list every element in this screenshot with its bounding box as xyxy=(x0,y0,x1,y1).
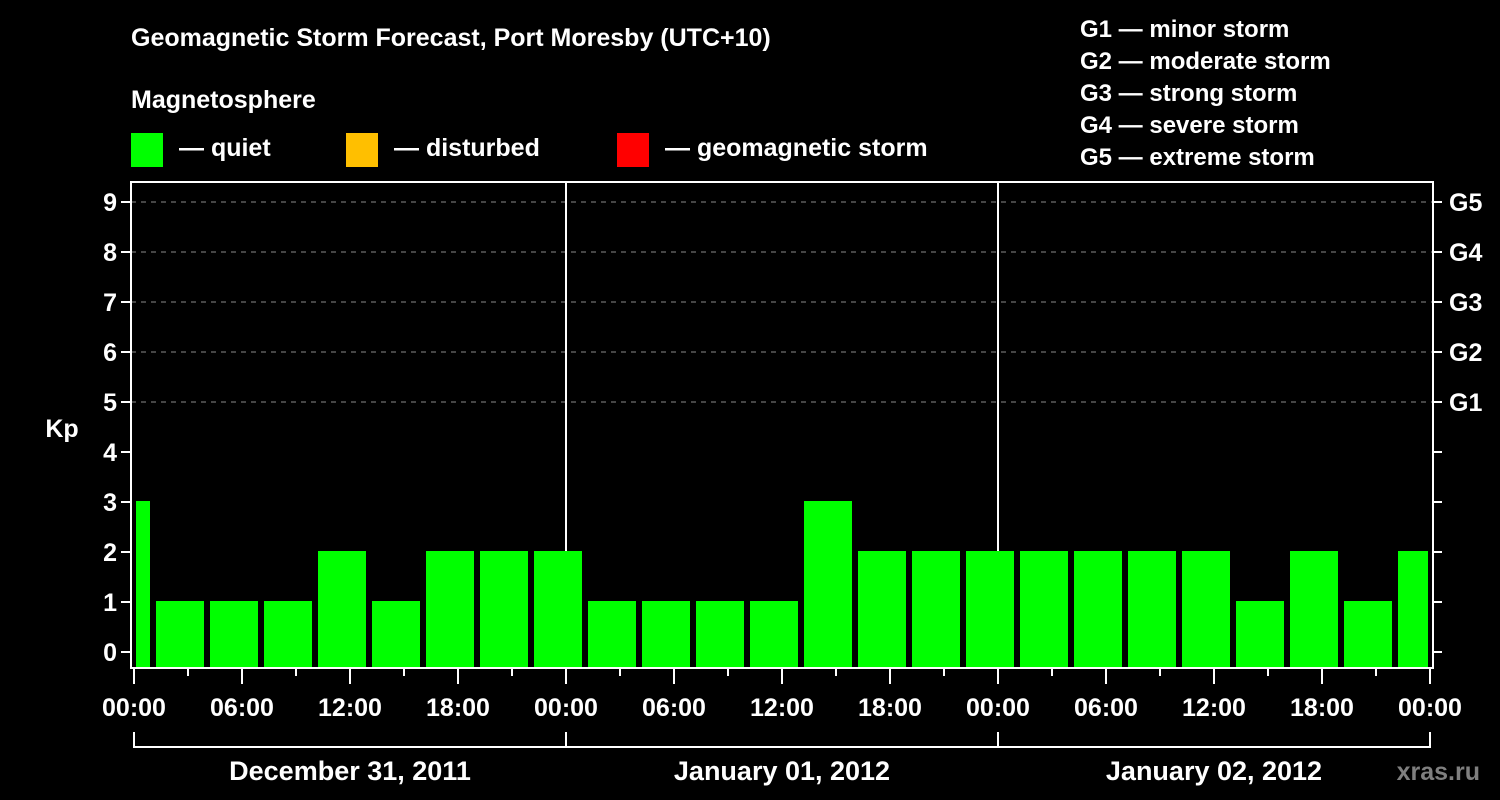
kp-bar xyxy=(372,601,420,667)
y-axis: 0 1 2 3 4 5 6 7 8 9 xyxy=(103,189,131,667)
legend-label-disturbed: — disturbed xyxy=(394,133,540,162)
kp-bar xyxy=(264,601,312,667)
x-tick-label: 00:00 xyxy=(534,694,598,722)
kp-bar xyxy=(1020,551,1068,667)
y-tick-label: 6 xyxy=(103,339,117,367)
g-scale-axis: G1 G2 G3 G4 G5 xyxy=(1433,189,1482,653)
kp-bar xyxy=(1074,551,1122,667)
kp-bar xyxy=(1182,551,1230,667)
kp-bar xyxy=(1290,551,1338,667)
quiet-swatch-icon xyxy=(131,133,163,167)
y-tick-label: 0 xyxy=(103,639,117,667)
y-tick-label: 7 xyxy=(103,289,117,317)
kp-bar xyxy=(480,551,528,667)
x-tick-label: 12:00 xyxy=(750,694,814,722)
chart-title: Geomagnetic Storm Forecast, Port Moresby… xyxy=(131,24,771,52)
kp-bar xyxy=(210,601,258,667)
kp-bar xyxy=(696,601,744,667)
g-scale-label: G4 xyxy=(1449,239,1482,267)
x-tick-label: 18:00 xyxy=(858,694,922,722)
kp-bar xyxy=(1236,601,1284,667)
y-tick-label: 8 xyxy=(103,239,117,267)
kp-bar xyxy=(750,601,798,667)
kp-bars xyxy=(136,501,1428,667)
legend-item-disturbed: — disturbed xyxy=(346,133,540,167)
kp-bar xyxy=(534,551,582,667)
storm-scale-legend: G1 — minor storm G2 — moderate storm G3 … xyxy=(1080,14,1331,174)
legend-item-storm: — geomagnetic storm xyxy=(617,133,928,167)
x-tick-label: 00:00 xyxy=(1398,694,1462,722)
g-scale-label: G3 xyxy=(1449,289,1482,317)
y-tick-label: 2 xyxy=(103,539,117,567)
storm-scale-g3: G3 — strong storm xyxy=(1080,80,1298,107)
storm-scale-g4: G4 — severe storm xyxy=(1080,112,1299,139)
x-axis: 00:00 06:00 12:00 18:00 00:00 06:00 12:00 18:00… xyxy=(102,668,1462,722)
x-tick-label: 18:00 xyxy=(426,694,490,722)
legend-item-quiet: — quiet xyxy=(131,133,271,167)
x-tick-label: 12:00 xyxy=(1182,694,1246,722)
kp-bar xyxy=(426,551,474,667)
legend-label-quiet: — quiet xyxy=(179,133,271,162)
storm-swatch-icon xyxy=(617,133,649,167)
y-tick-label: 9 xyxy=(103,189,117,217)
disturbed-swatch-icon xyxy=(346,133,378,167)
day-axis: December 31, 2011 January 01, 2012 January… xyxy=(133,732,1431,786)
watermark: xras.ru xyxy=(1397,758,1480,786)
day-label: January 01, 2012 xyxy=(674,756,890,786)
y-axis-label: Kp xyxy=(45,415,78,443)
x-tick-label: 06:00 xyxy=(1074,694,1138,722)
y-tick-label: 4 xyxy=(103,439,117,467)
x-tick-label: 12:00 xyxy=(318,694,382,722)
g-scale-label: G5 xyxy=(1449,189,1482,217)
storm-scale-g2: G2 — moderate storm xyxy=(1080,48,1331,75)
kp-bar xyxy=(912,551,960,667)
legend-heading: Magnetosphere xyxy=(131,86,316,114)
kp-bar xyxy=(966,551,1014,667)
kp-bar xyxy=(318,551,366,667)
storm-scale-g5: G5 — extreme storm xyxy=(1080,144,1315,171)
day-label: January 02, 2012 xyxy=(1106,756,1322,786)
kp-bar xyxy=(588,601,636,667)
g-scale-label: G2 xyxy=(1449,339,1482,367)
kp-bar xyxy=(1344,601,1392,667)
x-tick-label: 18:00 xyxy=(1290,694,1354,722)
kp-bar xyxy=(136,501,150,667)
kp-bar xyxy=(1128,551,1176,667)
x-tick-label: 00:00 xyxy=(102,694,166,722)
kp-bar xyxy=(642,601,690,667)
x-tick-label: 06:00 xyxy=(642,694,706,722)
storm-scale-g1: G1 — minor storm xyxy=(1080,16,1290,43)
y-tick-label: 5 xyxy=(103,389,117,417)
kp-bar xyxy=(156,601,204,667)
y-tick-label: 3 xyxy=(103,489,117,517)
y-tick-label: 1 xyxy=(103,589,117,617)
x-tick-label: 06:00 xyxy=(210,694,274,722)
day-label: December 31, 2011 xyxy=(229,756,471,786)
kp-bar xyxy=(858,551,906,667)
kp-bar xyxy=(804,501,852,667)
g-scale-label: G1 xyxy=(1449,389,1482,417)
legend-label-storm: — geomagnetic storm xyxy=(665,133,928,162)
x-tick-label: 00:00 xyxy=(966,694,1030,722)
kp-bar xyxy=(1398,551,1428,667)
